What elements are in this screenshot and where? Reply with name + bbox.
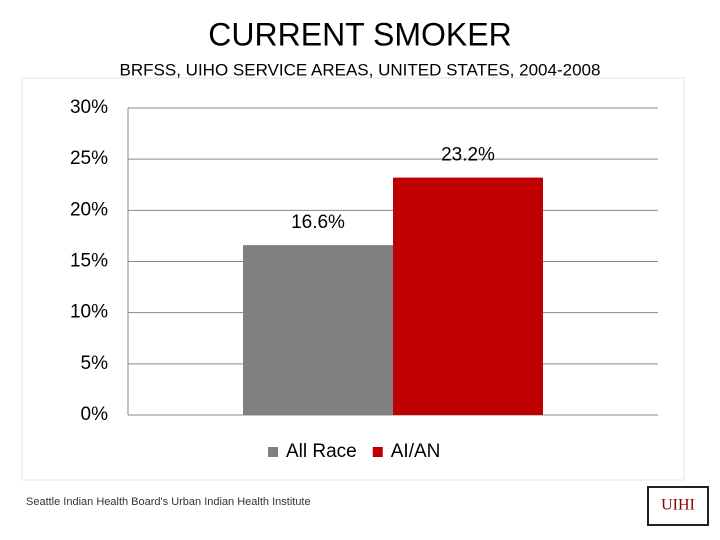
logo: UIHI (661, 497, 695, 514)
y-tick-label: 25% (70, 148, 108, 169)
bar (243, 245, 393, 415)
y-tick-label: 5% (81, 353, 109, 374)
legend-swatch (268, 447, 278, 457)
legend-label: All Race (286, 441, 357, 462)
y-tick-label: 10% (70, 302, 108, 323)
y-tick-label: 15% (70, 251, 108, 272)
y-tick-label: 30% (70, 97, 108, 118)
chart-title: CURRENT SMOKER (208, 16, 511, 52)
value-label: 16.6% (291, 212, 345, 233)
y-tick-label: 20% (70, 199, 108, 220)
logo-box (647, 486, 709, 526)
legend-swatch (372, 447, 383, 457)
chart-subtitle: BRFSS, UIHO SERVICE AREAS, UNITED STATES… (120, 60, 601, 79)
value-label: 23.2% (441, 145, 495, 166)
y-tick-label: 0% (81, 404, 109, 425)
bar (393, 177, 543, 415)
legend-label: AI/AN (391, 441, 441, 462)
footer: Seattle Indian Health Board's Urban Indi… (26, 496, 311, 508)
